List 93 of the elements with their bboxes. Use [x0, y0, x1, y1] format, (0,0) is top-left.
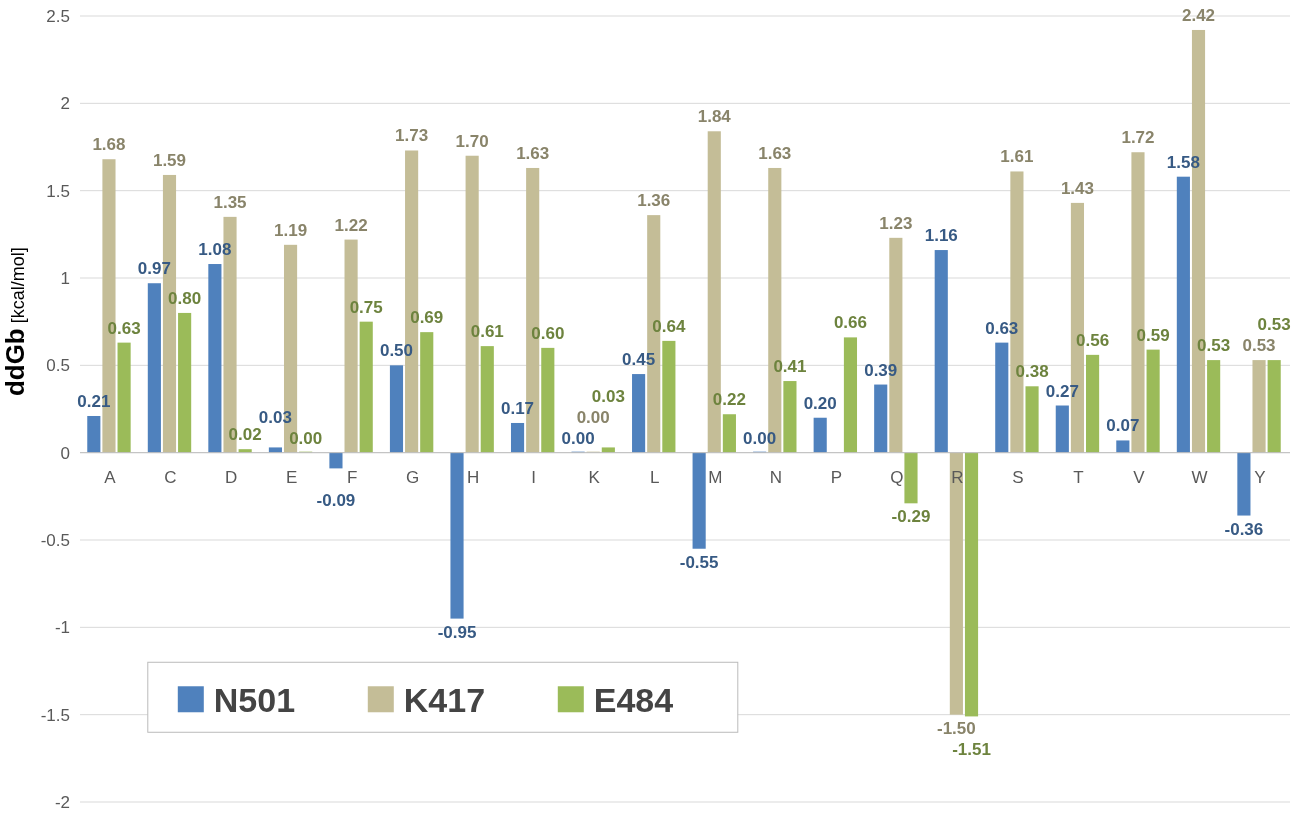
data-label: 0.03 — [591, 386, 625, 406]
data-label: 1.72 — [1121, 128, 1155, 148]
data-label: 0.56 — [1076, 330, 1110, 350]
data-label: 0.60 — [531, 323, 565, 343]
data-label: 0.50 — [379, 341, 414, 361]
data-label: 0.63 — [985, 318, 1019, 338]
x-tick-label: I — [531, 467, 537, 487]
data-label: -1.51 — [952, 739, 991, 759]
data-label: 1.35 — [213, 192, 247, 212]
x-tick-label: F — [346, 467, 358, 487]
x-tick-label: H — [467, 467, 480, 487]
data-label: 1.19 — [274, 220, 308, 240]
data-label: 1.70 — [455, 131, 489, 151]
data-label: 0.20 — [803, 393, 837, 413]
data-label: 1.22 — [334, 215, 368, 235]
y-axis-title: ddGb [kcal/mol] — [0, 247, 30, 397]
data-label: 1.23 — [879, 213, 913, 233]
data-label: 1.43 — [1060, 178, 1094, 198]
x-tick-label: S — [1012, 467, 1024, 487]
data-label: 0.00 — [289, 428, 323, 448]
data-label: 0.22 — [712, 390, 746, 410]
x-tick-label: T — [1073, 467, 1084, 487]
y-tick-label: -1 — [54, 618, 70, 638]
data-label: 1.59 — [152, 150, 187, 170]
data-label: 0.07 — [1106, 416, 1140, 436]
data-label: 1.08 — [198, 240, 232, 260]
y-tick-label: 2 — [60, 94, 70, 114]
data-label: -0.09 — [316, 490, 356, 510]
x-tick-label: C — [164, 467, 177, 487]
y-tick-label: 2.5 — [46, 7, 70, 26]
data-label: 0.97 — [137, 259, 171, 279]
data-label: -0.29 — [891, 507, 931, 527]
data-label: 0.45 — [622, 350, 656, 370]
data-label: 1.84 — [697, 107, 732, 127]
y-tick-label: -2 — [54, 793, 70, 812]
data-label: 0.38 — [1015, 362, 1049, 382]
data-label: 0.21 — [77, 391, 111, 411]
data-label: 1.61 — [1000, 147, 1034, 167]
data-label: 0.64 — [652, 316, 686, 336]
data-label: 0.80 — [168, 288, 202, 308]
legend-label: E484 — [593, 681, 674, 720]
data-label: 0.17 — [500, 398, 535, 418]
x-tick-label: E — [285, 467, 298, 487]
data-label: 0.02 — [228, 425, 262, 445]
x-tick-label: G — [406, 467, 420, 487]
data-label: 1.36 — [637, 191, 671, 211]
data-label: -0.95 — [437, 622, 477, 642]
data-label: 0.03 — [258, 407, 292, 427]
y-tick-label: 0 — [60, 443, 70, 463]
y-tick-label: 1 — [60, 269, 70, 288]
data-label: 0.27 — [1045, 381, 1079, 401]
x-tick-label: D — [224, 467, 238, 487]
data-label: 0.66 — [833, 313, 868, 333]
data-label: 0.75 — [349, 297, 383, 317]
x-tick-label: M — [708, 467, 723, 487]
x-tick-label: N — [769, 467, 782, 487]
data-label: 1.58 — [1166, 152, 1200, 172]
data-label: 1.63 — [758, 143, 792, 163]
data-label: -0.55 — [679, 552, 719, 572]
data-label: 1.16 — [924, 226, 958, 246]
x-tick-label: W — [1191, 467, 1208, 487]
legend-label: N501 — [213, 681, 296, 720]
data-label: -0.36 — [1224, 519, 1264, 539]
data-label: 0.00 — [576, 407, 610, 427]
x-tick-label: P — [830, 467, 842, 487]
x-tick-label: Q — [890, 467, 904, 487]
data-label: 1.73 — [395, 126, 429, 146]
data-label: 2.42 — [1181, 5, 1216, 25]
x-tick-label: V — [1133, 467, 1146, 487]
y-tick-label: 1.5 — [46, 181, 70, 201]
legend-label: K417 — [403, 681, 486, 720]
data-label: 0.39 — [864, 360, 898, 380]
y-tick-label: -0.5 — [40, 531, 70, 550]
data-label: 0.00 — [561, 428, 595, 448]
y-tick-label: -1.5 — [40, 705, 70, 725]
data-label: -1.50 — [937, 718, 976, 738]
x-tick-label: L — [650, 467, 660, 487]
data-label: 0.00 — [743, 428, 777, 448]
data-label: 0.41 — [773, 357, 807, 377]
data-label: 0.63 — [107, 318, 141, 338]
data-label: 0.61 — [470, 322, 504, 342]
data-label: 0.59 — [1136, 325, 1170, 345]
data-label: 0.53 — [1197, 336, 1231, 356]
x-tick-label: Y — [1254, 467, 1266, 487]
data-label: 0.69 — [410, 308, 444, 328]
y-tick-label: 0.5 — [46, 356, 70, 376]
x-tick-label: K — [588, 467, 601, 487]
data-label: 1.68 — [92, 135, 126, 155]
data-label: 0.53 — [1242, 336, 1276, 356]
data-label: 1.63 — [516, 143, 550, 163]
x-tick-label: A — [104, 467, 117, 487]
x-tick-label: R — [951, 467, 964, 487]
data-label: 0.53 — [1257, 315, 1291, 335]
